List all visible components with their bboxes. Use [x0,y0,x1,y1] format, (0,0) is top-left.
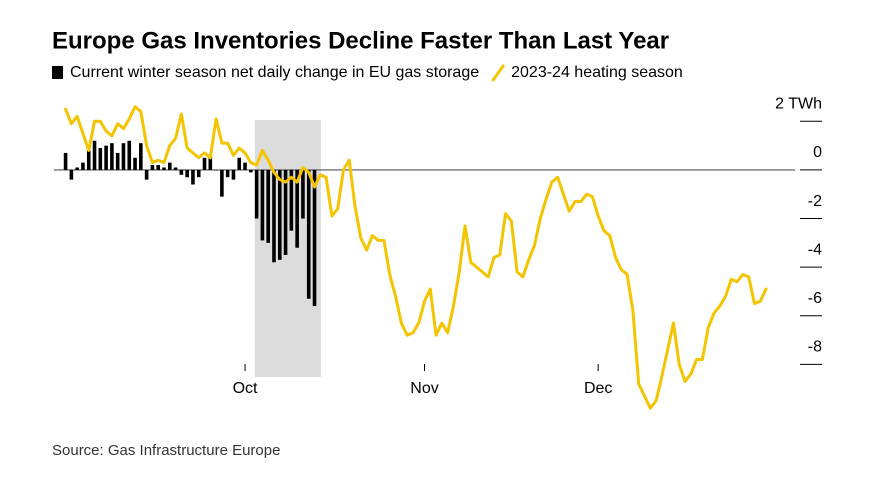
bar [214,169,218,171]
bar [173,167,178,170]
y-tick-label: -8 [808,339,822,356]
bar [179,169,184,175]
chart-title: Europe Gas Inventories Decline Faster Th… [52,27,669,54]
bar [289,169,294,231]
bar [144,169,149,180]
legend: Current winter season net daily change i… [52,64,683,82]
legend-swatch [52,66,63,79]
bar [167,162,172,170]
shaded-region [254,120,321,377]
bar [272,169,276,263]
legend-swatch [491,64,505,82]
bar [162,167,166,170]
bar [191,169,195,185]
bar [208,155,213,170]
y-tick-label: -6 [808,290,822,307]
y-tick-label: -4 [808,241,822,258]
bar [92,140,97,170]
legend-label: Current winter season net daily change i… [70,64,479,81]
x-tick-label: Dec [584,380,612,397]
bar [283,169,288,255]
bar [301,169,305,219]
y-tick-label: -2 [808,193,822,210]
bar [110,143,114,170]
bar [306,169,311,299]
bar [225,169,230,178]
bar [220,169,224,197]
y-tick-label: 0 [813,144,822,161]
bar [231,169,236,180]
bar [81,162,85,170]
bar [133,157,137,170]
bar [312,169,317,307]
x-tick-label: Nov [410,380,438,397]
source: Source: Gas Infrastructure Europe [52,442,280,459]
bar [98,148,103,170]
bar [104,145,108,170]
bar [237,157,242,170]
bar [69,169,74,180]
bar [277,169,282,260]
bar [196,169,201,178]
bar [127,140,132,170]
bar [249,169,253,173]
legend-label: 2023-24 heating season [511,64,683,81]
bar [202,157,207,170]
bar [115,152,120,170]
bar [121,143,126,170]
bar [139,143,143,170]
y-tick-label: 2 TWh [775,96,822,113]
x-tick-label: Oct [233,380,258,397]
bar [295,169,299,248]
bar [156,165,161,170]
bar [75,167,79,170]
bar [150,165,155,170]
bar [86,150,91,170]
bar [243,162,247,170]
bar [266,169,270,243]
line [64,105,768,410]
bar [254,169,259,219]
bar [185,169,189,178]
bar [260,169,265,241]
bar [63,152,68,170]
